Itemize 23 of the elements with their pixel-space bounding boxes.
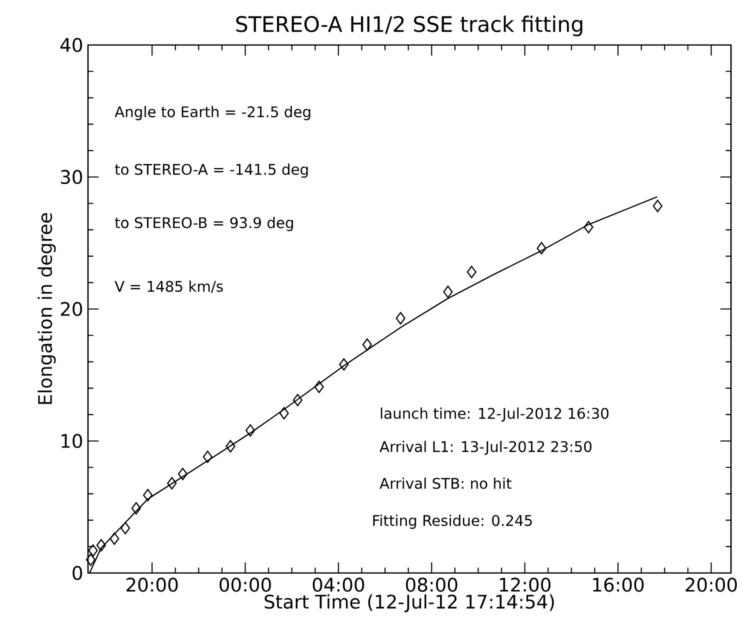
- x-tick-label: 04:00: [312, 578, 364, 592]
- y-tick-label: 40: [60, 38, 82, 52]
- annotation: V = 1485 km/s: [114, 280, 223, 294]
- x-tick-label: 16:00: [593, 578, 644, 592]
- x-axis-title: Start Time (12-Jul-12 17:14:54): [264, 594, 554, 612]
- x-tick-label: 12:00: [500, 578, 550, 592]
- x-tick-label: 20:00: [126, 578, 178, 592]
- y-tick-label: 0: [72, 566, 82, 580]
- x-tick-label: 08:00: [406, 578, 458, 592]
- y-axis-title: Elongation in degree: [38, 213, 56, 404]
- annotation: to STEREO-A = -141.5 deg: [114, 164, 308, 178]
- annotation: Fitting Residue: 0.245: [373, 514, 532, 529]
- x-tick-label: 00:00: [220, 578, 271, 592]
- y-tick-label: 10: [62, 434, 82, 448]
- x-tick-label: 20:00: [686, 578, 737, 592]
- annotation: to STEREO-B = 93.9 deg: [114, 216, 293, 232]
- y-tick-label: 30: [60, 170, 82, 184]
- y-tick-label: 20: [60, 302, 82, 316]
- annotation: Arrival L1: 13-Jul-2012 23:50: [380, 440, 592, 455]
- annotation: launch time: 12-Jul-2012 16:30: [380, 408, 608, 422]
- annotation: Arrival STB: no hit: [380, 478, 512, 489]
- annotation: Angle to Earth = -21.5 deg: [114, 106, 310, 120]
- chart-title: STEREO-A HI1/2 SSE track fitting: [236, 16, 582, 36]
